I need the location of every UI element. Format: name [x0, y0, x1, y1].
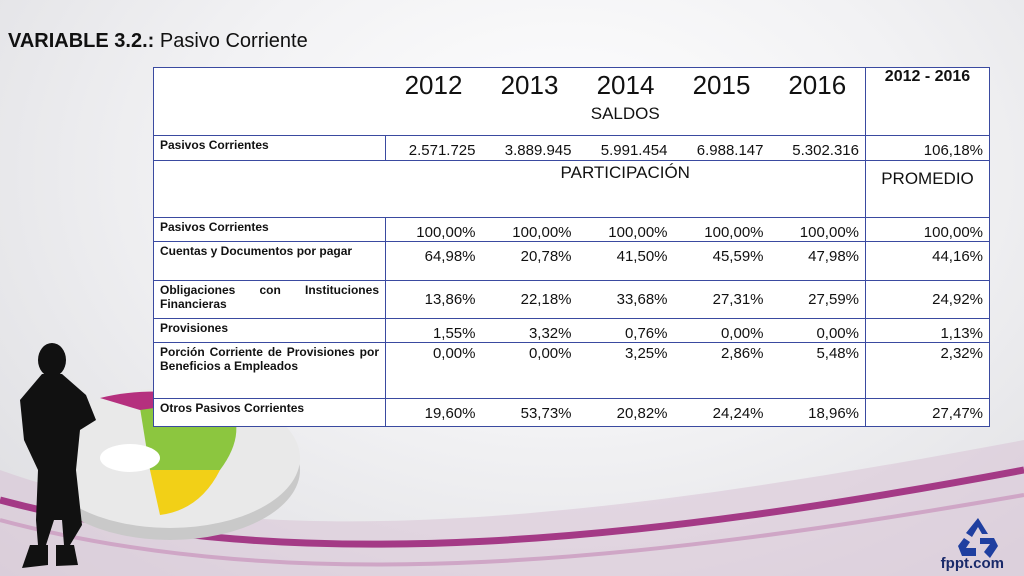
table-cell: 5.991.454: [577, 135, 674, 161]
participacion-section-label: PARTICIPACIÓN: [385, 160, 866, 218]
table-row-label: Pasivos Corrientes: [153, 135, 386, 161]
table-row: Obligaciones con Instituciones Financier…: [153, 280, 990, 319]
table-cell: 2,32%: [865, 342, 990, 399]
title-bold: VARIABLE 3.2.:: [8, 30, 155, 52]
table-cell: 3,25%: [577, 342, 674, 399]
table-cell: 0,00%: [481, 342, 578, 399]
table-cell: 5,48%: [769, 342, 866, 399]
table-cell: 3,32%: [481, 318, 578, 343]
woman-silhouette-icon: [20, 343, 96, 568]
year-header: 2013: [500, 70, 559, 100]
table-cell: 20,78%: [481, 241, 578, 281]
table-cell: 27,31%: [673, 280, 770, 319]
table-cell: 47,98%: [769, 241, 866, 281]
participacion-empty: [153, 160, 386, 218]
table-cell: 2,86%: [673, 342, 770, 399]
table-cell: 0,00%: [385, 342, 482, 399]
year-header: 2012: [404, 70, 463, 100]
promedio-label: PROMEDIO: [865, 160, 990, 218]
table-cell: 100,00%: [481, 217, 578, 242]
table-cell: 53,73%: [481, 398, 578, 427]
header-empty: [154, 68, 386, 104]
table-cell: 100,00%: [577, 217, 674, 242]
table-cell: 44,16%: [865, 241, 990, 281]
table-cell: 20,82%: [577, 398, 674, 427]
data-table: 2012 2013 2014 2015 2016 2012 - 2016 SAL…: [153, 67, 990, 427]
year-header: 2014: [596, 70, 655, 100]
table-cell: 19,60%: [385, 398, 482, 427]
year-header: 2016: [788, 70, 847, 100]
table-cell: 27,59%: [769, 280, 866, 319]
saldos-empty: [153, 103, 386, 136]
table-cell: 41,50%: [577, 241, 674, 281]
table-cell: 24,92%: [865, 280, 990, 319]
table-cell: 1,55%: [385, 318, 482, 343]
table-cell: 100,00%: [385, 217, 482, 242]
table-row-label: Obligaciones con Instituciones Financier…: [153, 280, 386, 319]
saldos-section-label: SALDOS: [385, 103, 866, 136]
table-cell: 22,18%: [481, 280, 578, 319]
table-cell: 27,47%: [865, 398, 990, 427]
table-row-label: Cuentas y Documentos por pagar: [153, 241, 386, 281]
table-cell: 106,18%: [865, 135, 990, 161]
year-header: 2015: [692, 70, 751, 100]
table-row-label: Provisiones: [153, 318, 386, 343]
table-cell: 100,00%: [673, 217, 770, 242]
table-cell: 24,24%: [673, 398, 770, 427]
table-row: Cuentas y Documentos por pagar 64,98% 20…: [153, 241, 990, 281]
table-row-label: Pasivos Corrientes: [153, 217, 386, 242]
table-cell: 5.302.316: [769, 135, 866, 161]
table-cell: 1,13%: [865, 318, 990, 343]
title-text: Pasivo Corriente: [159, 30, 308, 52]
range-header: 2012 - 2016: [865, 67, 990, 136]
recycle-icon: [958, 518, 998, 558]
table-cell: 64,98%: [385, 241, 482, 281]
table-cell: 13,86%: [385, 280, 482, 319]
table-row: Pasivos Corrientes 100,00% 100,00% 100,0…: [153, 217, 990, 242]
table-row-label: Otros Pasivos Corrientes: [153, 398, 386, 427]
table-cell: 100,00%: [865, 217, 990, 242]
table-cell: 45,59%: [673, 241, 770, 281]
table-cell: 33,68%: [577, 280, 674, 319]
table-row-label: Porción Corriente de Provisiones por Ben…: [153, 342, 386, 399]
table-cell: 2.571.725: [385, 135, 482, 161]
table-row: Porción Corriente de Provisiones por Ben…: [153, 342, 990, 399]
table-cell: 100,00%: [769, 217, 866, 242]
table-cell: 0,76%: [577, 318, 674, 343]
table-cell: 3.889.945: [481, 135, 578, 161]
table-row: Provisiones 1,55% 3,32% 0,76% 0,00% 0,00…: [153, 318, 990, 343]
table-cell: 0,00%: [769, 318, 866, 343]
table-row: Otros Pasivos Corrientes 19,60% 53,73% 2…: [153, 398, 990, 427]
table-cell: 0,00%: [673, 318, 770, 343]
page-title: VARIABLE 3.2.: Pasivo Corriente: [8, 30, 308, 53]
logo-text: fppt.com: [940, 555, 1004, 572]
table-cell: 18,96%: [769, 398, 866, 427]
table-cell: 6.988.147: [673, 135, 770, 161]
